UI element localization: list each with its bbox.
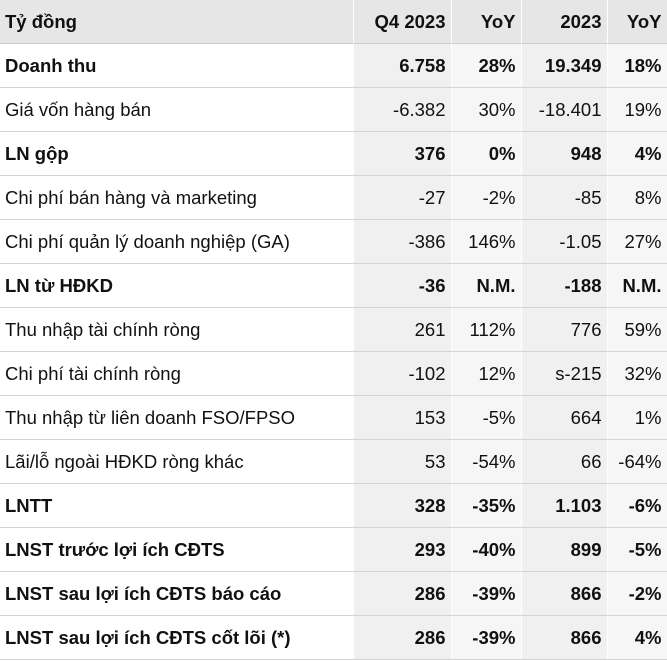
cell-year-value: -18.401	[521, 87, 608, 132]
cell-year-value: 899	[521, 527, 608, 572]
cell-year-value: 866	[521, 615, 608, 660]
table-row: Doanh thu 6.758 28% 19.349 18%	[0, 43, 667, 88]
cell-year-value: 866	[521, 571, 608, 616]
cell-year-yoy: 59%	[607, 307, 667, 352]
cell-year-value: 19.349	[521, 43, 608, 88]
cell-year-yoy: -6%	[607, 483, 667, 528]
row-label: Doanh thu	[0, 43, 354, 88]
cell-year-yoy: 18%	[607, 43, 667, 88]
table-row: Chi phí tài chính ròng -102 12% s-215 32%	[0, 351, 667, 396]
table-body: Doanh thu 6.758 28% 19.349 18% Giá vốn hàng b…	[0, 43, 667, 660]
table-row: LNST sau lợi ích CĐTS cốt lõi (*) 286 -39%…	[0, 615, 667, 660]
cell-year-yoy: N.M.	[607, 263, 667, 308]
cell-q4-value: 6.758	[353, 43, 452, 88]
cell-year-value: 1.103	[521, 483, 608, 528]
cell-q4-yoy: -40%	[451, 527, 522, 572]
cell-q4-yoy: 12%	[451, 351, 522, 396]
cell-q4-value: 286	[353, 571, 452, 616]
cell-year-yoy: -2%	[607, 571, 667, 616]
header-yoy-year: YoY	[607, 0, 667, 44]
cell-q4-value: 328	[353, 483, 452, 528]
row-label: Chi phí bán hàng và marketing	[0, 175, 354, 220]
cell-year-value: -188	[521, 263, 608, 308]
header-year: 2023	[521, 0, 608, 44]
row-label: LNST trước lợi ích CĐTS	[0, 527, 354, 572]
cell-year-yoy: 32%	[607, 351, 667, 396]
cell-year-value: 66	[521, 439, 608, 484]
cell-year-yoy: 27%	[607, 219, 667, 264]
row-label: LNST sau lợi ích CĐTS cốt lõi (*)	[0, 615, 354, 660]
cell-q4-yoy: N.M.	[451, 263, 522, 308]
row-label: Giá vốn hàng bán	[0, 87, 354, 132]
header-q4: Q4 2023	[353, 0, 452, 44]
header-yoy-q4: YoY	[451, 0, 522, 44]
cell-year-value: -1.05	[521, 219, 608, 264]
cell-q4-yoy: -54%	[451, 439, 522, 484]
cell-year-yoy: 4%	[607, 615, 667, 660]
table-row: Thu nhập tài chính ròng 261 112% 776 59%	[0, 307, 667, 352]
row-label: Chi phí tài chính ròng	[0, 351, 354, 396]
cell-q4-value: -36	[353, 263, 452, 308]
cell-year-value: s-215	[521, 351, 608, 396]
row-label: Thu nhập từ liên doanh FSO/FPSO	[0, 395, 354, 440]
table-row: LN từ HĐKD -36 N.M. -188 N.M.	[0, 263, 667, 308]
table-row: Chi phí bán hàng và marketing -27 -2% -85 8%	[0, 175, 667, 220]
cell-q4-value: -27	[353, 175, 452, 220]
cell-year-yoy: 8%	[607, 175, 667, 220]
header-unit: Tỷ đồng	[0, 0, 354, 44]
table-row: Chi phí quản lý doanh nghiệp (GA) -386 146…	[0, 219, 667, 264]
cell-year-yoy: -64%	[607, 439, 667, 484]
header-row: Tỷ đồng Q4 2023 YoY 2023 YoY	[0, 0, 667, 44]
cell-year-value: 664	[521, 395, 608, 440]
table-row: LN gộp 376 0% 948 4%	[0, 131, 667, 176]
cell-q4-yoy: -35%	[451, 483, 522, 528]
table-row: Giá vốn hàng bán -6.382 30% -18.401 19%	[0, 87, 667, 132]
cell-q4-value: 376	[353, 131, 452, 176]
cell-year-yoy: 1%	[607, 395, 667, 440]
row-label: LNST sau lợi ích CĐTS báo cáo	[0, 571, 354, 616]
cell-q4-value: 153	[353, 395, 452, 440]
cell-q4-yoy: -2%	[451, 175, 522, 220]
row-label: Chi phí quản lý doanh nghiệp (GA)	[0, 219, 354, 264]
cell-q4-yoy: 28%	[451, 43, 522, 88]
cell-q4-value: 293	[353, 527, 452, 572]
cell-q4-value: 286	[353, 615, 452, 660]
cell-q4-value: -386	[353, 219, 452, 264]
row-label: LN gộp	[0, 131, 354, 176]
cell-year-value: 948	[521, 131, 608, 176]
cell-q4-yoy: 146%	[451, 219, 522, 264]
cell-q4-value: -102	[353, 351, 452, 396]
cell-year-value: -85	[521, 175, 608, 220]
cell-q4-yoy: -39%	[451, 571, 522, 616]
cell-year-yoy: -5%	[607, 527, 667, 572]
row-label: LNTT	[0, 483, 354, 528]
cell-q4-yoy: 0%	[451, 131, 522, 176]
table-row: LNST sau lợi ích CĐTS báo cáo 286 -39% 866-…	[0, 571, 667, 616]
cell-q4-value: 53	[353, 439, 452, 484]
table-row: Thu nhập từ liên doanh FSO/FPSO 153 -5% 664…	[0, 395, 667, 440]
cell-q4-yoy: -39%	[451, 615, 522, 660]
table-row: LNTT 328 -35% 1.103 -6%	[0, 483, 667, 528]
cell-year-value: 776	[521, 307, 608, 352]
row-label: Thu nhập tài chính ròng	[0, 307, 354, 352]
table-row: LNST trước lợi ích CĐTS 293 -40% 899 -5%	[0, 527, 667, 572]
row-label: LN từ HĐKD	[0, 263, 354, 308]
cell-q4-yoy: -5%	[451, 395, 522, 440]
cell-q4-yoy: 30%	[451, 87, 522, 132]
cell-q4-value: -6.382	[353, 87, 452, 132]
cell-q4-value: 261	[353, 307, 452, 352]
cell-year-yoy: 4%	[607, 131, 667, 176]
table-header: Tỷ đồng Q4 2023 YoY 2023 YoY	[0, 0, 667, 44]
row-label: Lãi/lỗ ngoài HĐKD ròng khác	[0, 439, 354, 484]
cell-year-yoy: 19%	[607, 87, 667, 132]
cell-q4-yoy: 112%	[451, 307, 522, 352]
table-row: Lãi/lỗ ngoài HĐKD ròng khác 53 -54% 66 -64%	[0, 439, 667, 484]
